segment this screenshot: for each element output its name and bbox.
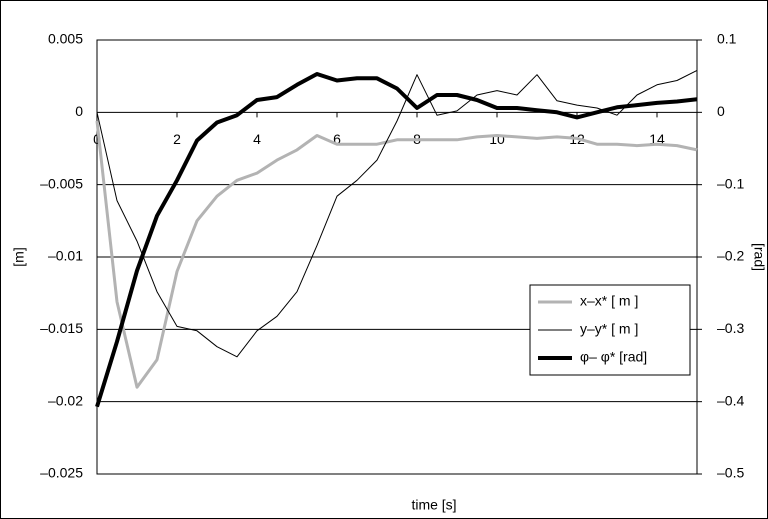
data-line	[95, 72, 698, 408]
x-tick-label: 4	[253, 131, 261, 147]
legend-label: y–y* [ m ]	[580, 321, 638, 337]
y2-tick-label: –0.2	[717, 248, 744, 264]
y2-tick-label: –0.3	[717, 320, 744, 336]
x-tick-label: 6	[333, 131, 341, 147]
y-tick-label: 0.005	[48, 31, 83, 47]
x-tick-label: 10	[489, 131, 505, 147]
y2-tick-label: –0.1	[717, 175, 744, 191]
y2-tick-label: –0.5	[717, 465, 744, 481]
x-axis-label: time [s]	[411, 497, 456, 513]
y-tick-label: –0.005	[40, 175, 83, 191]
y-tick-label: –0.02	[48, 392, 83, 408]
y2-tick-label: 0.1	[717, 31, 737, 47]
data-line	[96, 69, 698, 358]
y-tick-label: –0.01	[48, 248, 83, 264]
x-tick-label: 0	[93, 131, 101, 147]
legend-label: x–x* [ m ]	[580, 293, 638, 309]
y2-tick-label: 0	[717, 103, 725, 119]
y2-tick-label: –0.4	[717, 392, 744, 408]
y-tick-label: –0.015	[40, 320, 83, 336]
y-tick-label: 0	[75, 103, 83, 119]
y2-axis-label: [rad]	[751, 243, 767, 271]
y-axis-label: [m]	[11, 247, 27, 266]
y-tick-label: –0.025	[40, 465, 83, 481]
legend-label: φ– φ* [rad]	[580, 349, 647, 365]
data-line	[95, 120, 698, 389]
x-tick-label: 2	[173, 131, 181, 147]
